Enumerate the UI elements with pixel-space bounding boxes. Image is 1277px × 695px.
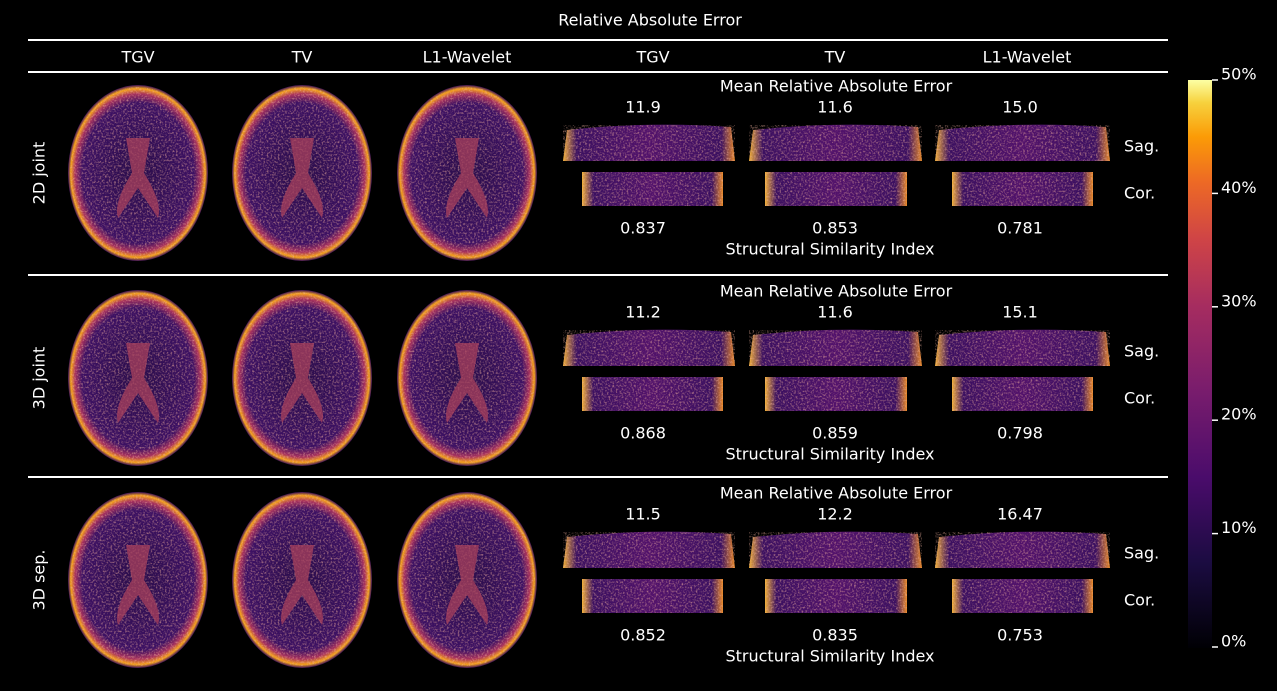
sagittal-texture bbox=[563, 532, 735, 568]
column-header: TV bbox=[824, 48, 846, 67]
figure-title: Relative Absolute Error bbox=[558, 11, 742, 30]
coronal-error-map bbox=[952, 377, 1093, 411]
coronal-texture bbox=[765, 377, 907, 411]
axial-error-map bbox=[68, 290, 208, 466]
coronal-texture bbox=[952, 172, 1093, 206]
coronal-label: Cor. bbox=[1124, 389, 1155, 408]
ssim-label: Structural Similarity Index bbox=[725, 647, 934, 666]
coronal-error-map bbox=[952, 579, 1093, 613]
mrae-value: 11.9 bbox=[625, 98, 661, 117]
column-header: L1-Wavelet bbox=[983, 48, 1072, 67]
axial-error-map bbox=[68, 85, 208, 261]
figure: Relative Absolute Error TGV TV L1-Wavelet TG… bbox=[0, 0, 1277, 691]
sagittal-texture bbox=[563, 330, 735, 366]
coronal-error-map bbox=[582, 377, 723, 411]
column-header: L1-Wavelet bbox=[423, 48, 512, 67]
mrae-value: 11.6 bbox=[817, 303, 853, 322]
mrae-value: 15.1 bbox=[1002, 303, 1038, 322]
mrae-label: Mean Relative Absolute Error bbox=[720, 282, 953, 301]
coronal-texture bbox=[582, 377, 723, 411]
sagittal-texture bbox=[935, 532, 1110, 568]
column-header: TGV bbox=[120, 48, 154, 67]
coronal-texture bbox=[952, 377, 1093, 411]
coronal-error-map bbox=[765, 579, 907, 613]
mrae-value: 16.47 bbox=[997, 505, 1043, 524]
sagittal-texture bbox=[935, 125, 1110, 161]
sagittal-error-map bbox=[563, 125, 735, 161]
sagittal-texture bbox=[749, 532, 922, 568]
coronal-error-map bbox=[765, 377, 907, 411]
column-header: TV bbox=[291, 48, 313, 67]
ssim-label: Structural Similarity Index bbox=[725, 445, 934, 464]
sagittal-label: Sag. bbox=[1124, 137, 1159, 156]
coronal-error-map bbox=[952, 172, 1093, 206]
ssim-value: 0.798 bbox=[997, 424, 1043, 443]
colorbar-tick-label: 40% bbox=[1221, 178, 1257, 197]
sagittal-error-map bbox=[749, 125, 922, 161]
axial-error-map bbox=[397, 492, 537, 668]
mrae-value: 11.2 bbox=[625, 303, 661, 322]
coronal-error-map bbox=[765, 172, 907, 206]
page: Relative Absolute Error TGV TV L1-Wavelet TG… bbox=[0, 0, 1277, 691]
sagittal-label: Sag. bbox=[1124, 544, 1159, 563]
mrae-label: Mean Relative Absolute Error bbox=[720, 484, 953, 503]
coronal-texture bbox=[765, 172, 907, 206]
row-label: 3D joint bbox=[30, 347, 49, 410]
sagittal-texture bbox=[563, 125, 735, 161]
axial-error-map bbox=[232, 290, 372, 466]
coronal-label: Cor. bbox=[1124, 184, 1155, 203]
coronal-texture bbox=[765, 579, 907, 613]
coronal-error-map bbox=[582, 579, 723, 613]
sagittal-texture bbox=[749, 125, 922, 161]
sagittal-error-map bbox=[935, 330, 1110, 366]
sagittal-label: Sag. bbox=[1124, 342, 1159, 361]
colorbar-tick-label: 10% bbox=[1221, 518, 1257, 537]
colorbar-tick-label: 50% bbox=[1221, 65, 1257, 84]
ssim-value: 0.837 bbox=[620, 219, 666, 238]
ssim-value: 0.753 bbox=[997, 626, 1043, 645]
ssim-value: 0.868 bbox=[620, 424, 666, 443]
axial-error-map bbox=[397, 290, 537, 466]
sagittal-error-map bbox=[935, 125, 1110, 161]
mrae-value: 11.6 bbox=[817, 98, 853, 117]
ssim-value: 0.835 bbox=[812, 626, 858, 645]
mrae-value: 15.0 bbox=[1002, 98, 1038, 117]
ssim-value: 0.781 bbox=[997, 219, 1043, 238]
mrae-label: Mean Relative Absolute Error bbox=[720, 77, 953, 96]
sagittal-error-map bbox=[749, 330, 922, 366]
colorbar bbox=[1188, 80, 1212, 648]
axial-error-map bbox=[232, 492, 372, 668]
coronal-texture bbox=[952, 579, 1093, 613]
colorbar-tick-label: 20% bbox=[1221, 405, 1257, 424]
sagittal-texture bbox=[935, 330, 1110, 366]
colorbar-tick-label: 0% bbox=[1221, 632, 1246, 651]
ssim-label: Structural Similarity Index bbox=[725, 240, 934, 259]
coronal-texture bbox=[582, 579, 723, 613]
column-header: TGV bbox=[635, 48, 669, 67]
ssim-value: 0.853 bbox=[812, 219, 858, 238]
ssim-value: 0.852 bbox=[620, 626, 666, 645]
sagittal-error-map bbox=[749, 532, 922, 568]
axial-error-map bbox=[397, 85, 537, 261]
row-label: 2D joint bbox=[30, 142, 49, 205]
colorbar-tick-label: 30% bbox=[1221, 291, 1257, 310]
axial-error-map bbox=[68, 492, 208, 668]
mrae-value: 12.2 bbox=[817, 505, 853, 524]
coronal-error-map bbox=[582, 172, 723, 206]
sagittal-texture bbox=[749, 330, 922, 366]
row-label: 3D sep. bbox=[30, 549, 49, 610]
coronal-label: Cor. bbox=[1124, 591, 1155, 610]
axial-error-map bbox=[232, 85, 372, 261]
ssim-value: 0.859 bbox=[812, 424, 858, 443]
coronal-texture bbox=[582, 172, 723, 206]
sagittal-error-map bbox=[935, 532, 1110, 568]
mrae-value: 11.5 bbox=[625, 505, 661, 524]
sagittal-error-map bbox=[563, 330, 735, 366]
sagittal-error-map bbox=[563, 532, 735, 568]
